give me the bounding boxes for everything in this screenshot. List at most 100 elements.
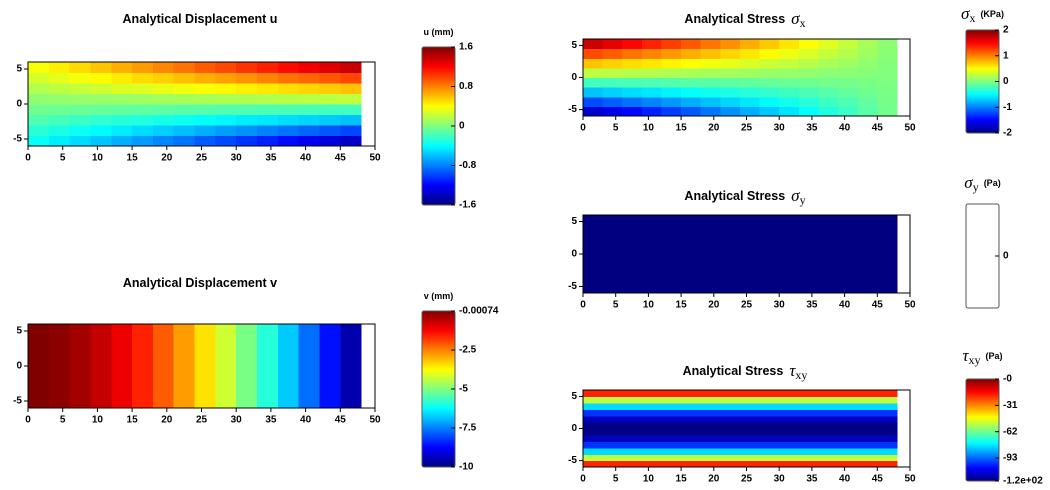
heat-cell — [602, 67, 623, 79]
y-tick-label: 0 — [571, 423, 577, 434]
heat-cell — [583, 415, 898, 423]
heat-cell — [277, 83, 300, 95]
heat-cell — [700, 67, 721, 79]
heat-cell — [838, 106, 859, 117]
heat-cell — [641, 48, 663, 59]
heat-cell — [681, 48, 702, 59]
title-text: Analytical Displacement u — [123, 12, 278, 26]
colorbar-unit: (Pa) — [986, 351, 1003, 361]
heat-cell — [215, 114, 237, 126]
colorbar-tick-label: 1 — [1003, 50, 1009, 61]
heat-cell — [298, 104, 321, 116]
title-text: Analytical Stress — [684, 12, 785, 26]
heat-cell — [28, 114, 50, 126]
heat-cell — [877, 106, 898, 117]
heat-cell — [152, 93, 175, 105]
heat-cell — [277, 125, 300, 137]
heat-cell — [28, 72, 50, 84]
heat-cell — [132, 83, 154, 95]
y-tick-label: 5 — [16, 64, 22, 75]
heat-cell — [798, 58, 820, 69]
x-tick-label: 5 — [613, 474, 619, 485]
colorbar-symbol: σ — [964, 173, 973, 192]
heat-cell — [340, 72, 362, 84]
colorbar-symbol: σ — [961, 4, 970, 23]
colorbar-tick-label: -1.6 — [459, 200, 477, 211]
heat-cell — [622, 58, 643, 69]
heat-cell — [48, 114, 71, 126]
heat-cell — [583, 428, 898, 436]
heat-cell — [779, 48, 800, 59]
colorbar-tick-label: -2.5 — [459, 345, 477, 356]
x-tick-label: 0 — [25, 153, 31, 164]
heat-cell — [215, 62, 237, 74]
heat-cell — [298, 125, 321, 137]
heat-cell — [583, 447, 898, 455]
x-tick-label: 50 — [369, 153, 381, 164]
x-tick-label: 25 — [741, 123, 753, 134]
title-subscript: x — [800, 16, 806, 30]
x-tick-label: 0 — [580, 300, 586, 311]
heat-cell — [857, 96, 878, 107]
x-tick-label: 25 — [741, 300, 753, 311]
heat-cell — [700, 106, 721, 117]
heat-cell — [111, 104, 133, 116]
colorbar-subscript: x — [969, 11, 975, 25]
x-tick-label: 15 — [676, 123, 688, 134]
colorbar — [965, 378, 1000, 482]
colorbar-tick-label: -93 — [1003, 453, 1018, 464]
y-tick-label: 0 — [571, 249, 577, 260]
heat-cell — [779, 67, 800, 79]
heat-cell — [641, 77, 663, 88]
heat-cell — [111, 83, 133, 95]
heat-cell — [818, 106, 839, 117]
heat-cell — [602, 48, 623, 59]
x-tick-label: 30 — [231, 153, 243, 164]
heat-cell — [700, 58, 721, 69]
heat-cell — [277, 72, 300, 84]
heat-cell — [173, 83, 196, 95]
heat-cell — [779, 58, 800, 69]
heat-cell — [319, 135, 341, 147]
x-tick-label: 45 — [335, 153, 347, 164]
heat-cell — [759, 48, 780, 59]
title-symbol: σ — [791, 186, 800, 205]
heat-cell — [111, 114, 133, 126]
y-tick-label: 5 — [571, 391, 577, 402]
heat-cell — [90, 62, 112, 74]
heat-cell — [681, 39, 702, 50]
heat-cell — [759, 67, 780, 79]
heat-cell — [90, 125, 112, 137]
colorbar-tick-label: 0 — [1003, 76, 1009, 87]
y-tick-label: 5 — [571, 216, 577, 227]
heat-cell — [69, 62, 92, 74]
x-tick-label: 15 — [127, 415, 139, 426]
x-tick-label: 40 — [839, 123, 851, 134]
heat-cell — [661, 87, 682, 98]
x-tick-label: 5 — [613, 300, 619, 311]
x-tick-label: 10 — [92, 153, 104, 164]
heat-cell — [857, 77, 878, 88]
heat-cell — [90, 114, 112, 126]
x-tick-label: 50 — [369, 415, 381, 426]
heat-cell — [111, 72, 133, 84]
heat-cell — [277, 104, 300, 116]
heat-cell — [818, 67, 839, 79]
heat-cell — [90, 104, 112, 116]
heat-cell — [798, 87, 820, 98]
heat-cell — [340, 62, 362, 74]
heat-cell — [759, 87, 780, 98]
heat-cell — [720, 67, 741, 79]
heat-cell — [779, 96, 800, 107]
colorbar-tick-label: -1.2e+02 — [1003, 476, 1043, 487]
heat-cell — [583, 77, 604, 88]
heat-cell — [857, 58, 878, 69]
x-tick-label: 15 — [676, 474, 688, 485]
colorbar-tick-label: -0 — [1003, 374, 1012, 385]
heat-cell — [739, 106, 761, 117]
heat-cell — [641, 67, 663, 79]
heat-cell — [298, 62, 321, 74]
heat-cell — [298, 324, 321, 409]
y-tick-label: -5 — [568, 281, 577, 292]
